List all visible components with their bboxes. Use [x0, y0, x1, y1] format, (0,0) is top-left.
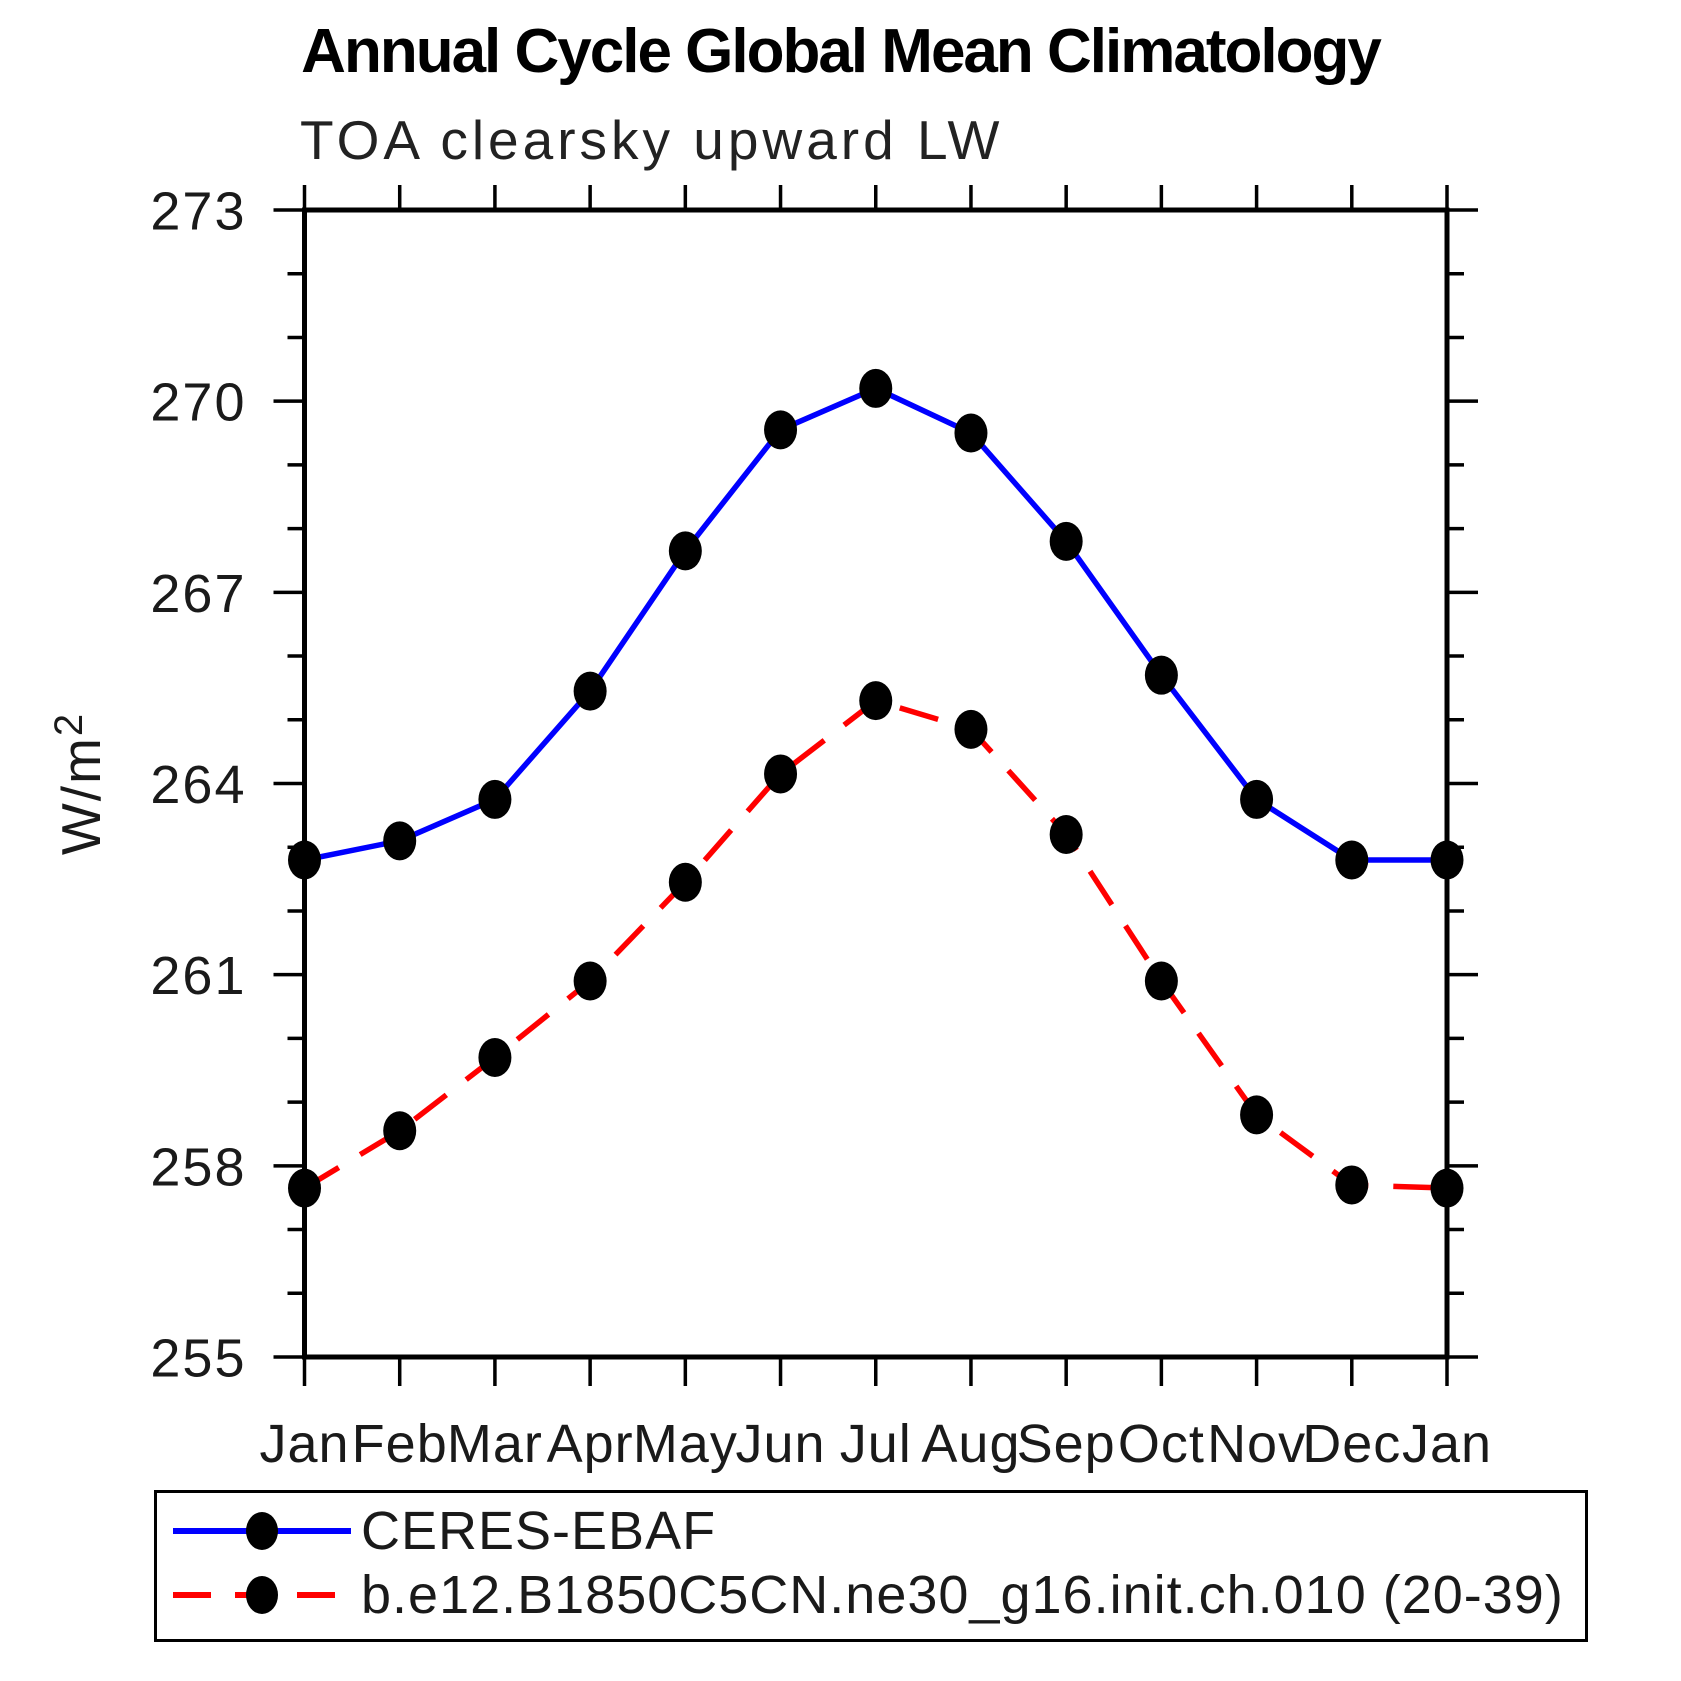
legend-marker-dot-icon — [246, 1576, 278, 1614]
y-tick-label: 270 — [150, 373, 246, 433]
legend-entry-model: b.e12.B1850C5CN.ne30_g16.init.ch.010 (20… — [167, 1565, 1564, 1625]
y-tick-label: 255 — [150, 1328, 246, 1388]
x-tick-label: Aug — [921, 1414, 1020, 1474]
data-point-marker — [859, 681, 893, 721]
legend-marker-dot-icon — [246, 1512, 278, 1550]
x-tick-label: Jan — [259, 1414, 349, 1474]
x-tick-label: Jul — [840, 1414, 912, 1474]
x-tick-label: Apr — [547, 1414, 634, 1474]
series-line-1 — [303, 697, 1448, 1191]
data-point-marker — [1240, 779, 1274, 819]
data-point-marker — [668, 531, 702, 571]
x-tick-label: May — [633, 1414, 738, 1474]
data-point-marker — [1144, 655, 1178, 695]
data-point-marker — [1049, 521, 1083, 561]
series-line-0 — [303, 385, 1447, 863]
data-point-marker — [478, 1038, 512, 1078]
legend-line-sample-dashed — [173, 1576, 351, 1614]
legend-label-ceres: CERES-EBAF — [361, 1501, 717, 1561]
series-markers-1 — [288, 681, 1464, 1208]
data-point-marker — [383, 821, 417, 861]
data-point-marker — [954, 709, 988, 749]
data-point-marker — [859, 368, 893, 408]
x-tick-label: Jun — [736, 1414, 826, 1474]
legend-box: CERES-EBAF b.e12.B1850C5CN.ne30_g16.init… — [154, 1490, 1588, 1642]
data-point-marker — [383, 1111, 417, 1151]
y-tick-label: 261 — [150, 946, 246, 1006]
legend-line-sample-solid — [173, 1512, 351, 1550]
x-axis-ticks — [302, 185, 1449, 1386]
data-point-marker — [1144, 961, 1178, 1001]
y-tick-label: 264 — [150, 755, 246, 815]
series-markers-0 — [288, 368, 1464, 880]
data-point-marker — [573, 961, 607, 1001]
data-point-marker — [764, 410, 798, 450]
data-point-marker — [573, 671, 607, 711]
x-tick-label: Jan — [1402, 1414, 1492, 1474]
y-tick-label: 273 — [150, 181, 246, 241]
data-point-marker — [288, 1168, 321, 1208]
x-tick-label: Feb — [352, 1414, 448, 1474]
data-point-marker — [764, 754, 798, 794]
data-point-marker — [668, 862, 702, 902]
data-point-marker — [1335, 1165, 1369, 1205]
x-tick-label: Dec — [1302, 1414, 1401, 1474]
chart-title: Annual Cycle Global Mean Climatology — [301, 17, 1382, 86]
data-point-marker — [1335, 840, 1369, 880]
data-point-marker — [1430, 840, 1464, 880]
data-point-marker — [288, 840, 321, 880]
data-point-marker — [478, 779, 512, 819]
legend-label-model: b.e12.B1850C5CN.ne30_g16.init.ch.010 (20… — [361, 1565, 1564, 1625]
data-point-marker — [954, 413, 988, 453]
x-tick-label: Oct — [1118, 1414, 1205, 1474]
x-tick-label: Sep — [1017, 1414, 1116, 1474]
data-point-marker — [1240, 1095, 1274, 1135]
x-tick-label: Mar — [447, 1414, 543, 1474]
y-tick-label: 258 — [150, 1137, 246, 1197]
data-point-marker — [1430, 1168, 1464, 1208]
data-point-marker — [1049, 814, 1083, 854]
x-tick-label: Nov — [1207, 1414, 1306, 1474]
chart-subtitle: TOA clearsky upward LW — [300, 109, 1004, 171]
y-tick-label: 267 — [150, 564, 246, 624]
y-axis-label: W/m2 — [47, 712, 112, 855]
legend-entry-ceres: CERES-EBAF — [167, 1501, 716, 1561]
